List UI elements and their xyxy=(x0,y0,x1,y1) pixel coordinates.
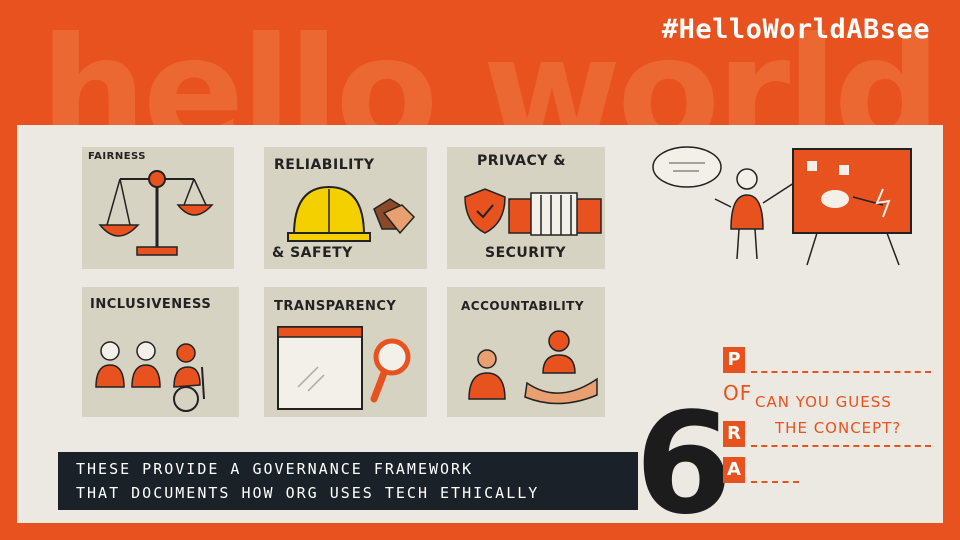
guess-line-2: THE CONCEPT? xyxy=(775,419,902,437)
card-label-privacy: PRIVACY & xyxy=(477,153,566,169)
card-inclusiveness: INCLUSIVENESS xyxy=(82,287,239,417)
card-privacy-security: PRIVACY & SECURITY xyxy=(447,147,605,269)
shield-gate-icon xyxy=(464,188,602,236)
content-panel: FAIRNESS RELIABILITY & SAFETY xyxy=(17,125,943,535)
card-fairness: FAIRNESS xyxy=(82,147,234,269)
footer-line-1: THESE PROVIDE A GOVERNANCE FRAMEWORK xyxy=(76,460,474,478)
hardhat-handshake-icon xyxy=(287,185,416,242)
card-label-safety: & SAFETY xyxy=(272,245,353,261)
acronym-letter-r: R xyxy=(723,421,745,447)
card-label-fairness: FAIRNESS xyxy=(88,151,146,162)
presenter-board-illustration xyxy=(652,146,912,266)
footer-banner: THESE PROVIDE A GOVERNANCE FRAMEWORK THA… xyxy=(58,452,638,510)
blank-line-r xyxy=(751,445,931,447)
hashtag-title: #HelloWorldABsee xyxy=(661,14,930,45)
card-transparency: TRANSPARENCY xyxy=(264,287,427,417)
speech-bubble-icon xyxy=(652,146,722,188)
card-label-security: SECURITY xyxy=(485,245,566,261)
blank-line-p xyxy=(751,371,931,373)
card-label-inclusiveness: INCLUSIVENESS xyxy=(90,297,212,312)
card-label-reliability: RELIABILITY xyxy=(274,157,375,173)
people-hand-icon xyxy=(468,330,598,405)
footer-line-2: THAT DOCUMENTS HOW ORG USES TECH ETHICAL… xyxy=(76,484,540,502)
card-label-accountability: ACCOUNTABILITY xyxy=(461,299,585,313)
big-number: 6 xyxy=(635,383,733,540)
guess-line-1: CAN YOU GUESS xyxy=(755,393,892,411)
card-label-transparency: TRANSPARENCY xyxy=(274,299,397,314)
acronym-of: OF xyxy=(723,381,753,405)
window-magnifier-icon xyxy=(277,326,411,410)
guess-prompt: CAN YOU GUESS THE CONCEPT? xyxy=(755,389,901,441)
blank-line-a xyxy=(751,481,799,483)
acronym-letter-a: A xyxy=(723,457,745,483)
people-wheelchair-icon xyxy=(95,341,205,412)
scales-icon xyxy=(98,170,214,256)
card-accountability: ACCOUNTABILITY xyxy=(447,287,605,417)
card-reliability-safety: RELIABILITY & SAFETY xyxy=(264,147,427,269)
acronym-letter-p: P xyxy=(723,347,745,373)
